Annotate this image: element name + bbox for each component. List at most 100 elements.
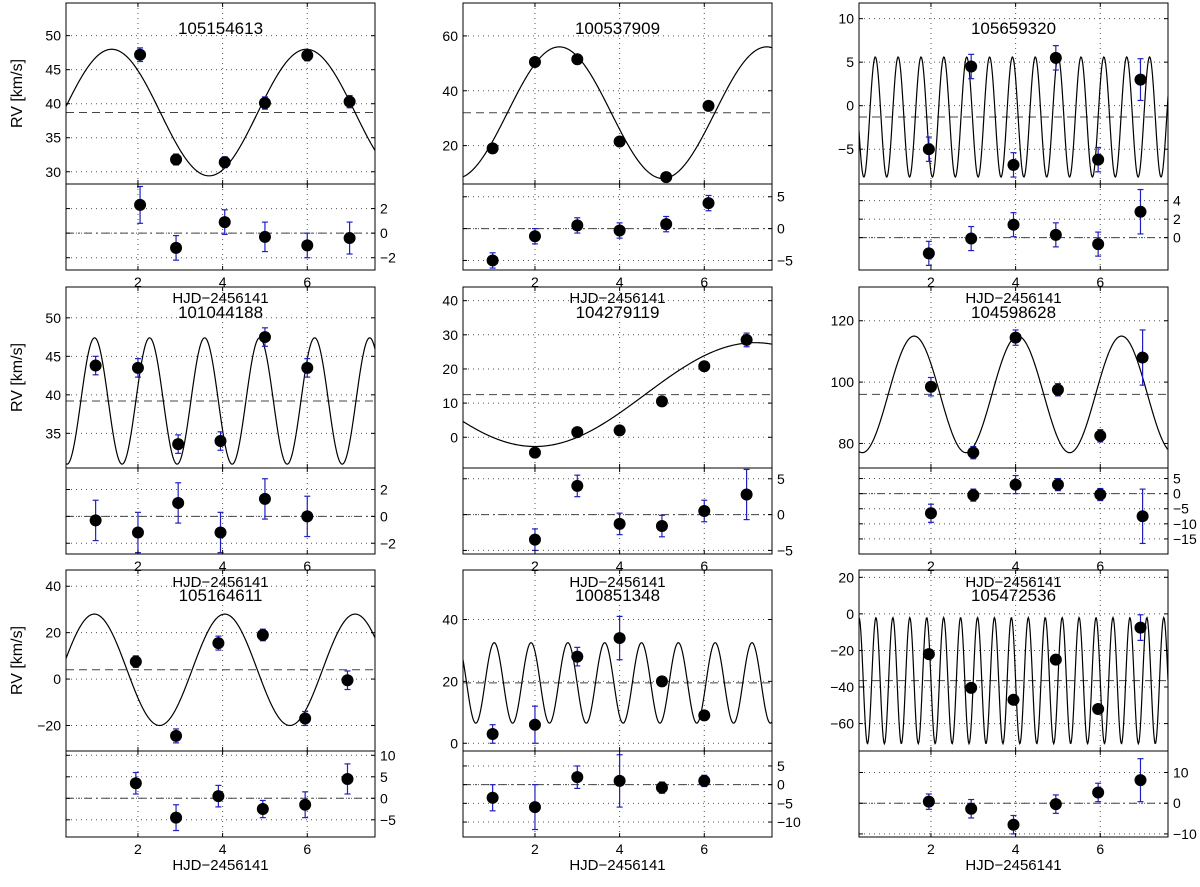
y-tick-label: 60 <box>442 28 458 44</box>
x-tick-label: 2 <box>531 558 539 574</box>
fit-curve <box>463 342 772 448</box>
x-tick-label: 4 <box>1012 274 1020 290</box>
rv-point <box>170 153 183 166</box>
rv-point <box>924 380 937 393</box>
panel-title: 100851348 <box>575 586 660 605</box>
rv-point <box>1051 383 1064 396</box>
x-tick-label: 2 <box>927 558 935 574</box>
x-tick-label: 6 <box>303 841 311 857</box>
y-tick-label: 80 <box>838 435 854 451</box>
x-axis-label: HJD−2456141 <box>172 574 268 591</box>
resid-y-tick-label: −5 <box>777 542 793 558</box>
resid-y-tick-label: 0 <box>777 221 785 237</box>
resid-axes-frame <box>462 183 773 271</box>
resid-point <box>170 241 183 254</box>
rv-point <box>1049 51 1062 64</box>
y-tick-label: 30 <box>442 327 458 343</box>
y-axis-label: RV [km/s] <box>9 626 26 695</box>
x-axis-label: HJD−2456141 <box>569 574 665 591</box>
resid-point <box>486 791 499 804</box>
x-tick-label: 6 <box>1096 558 1104 574</box>
rv-point <box>965 681 978 694</box>
resid-point <box>1049 228 1062 241</box>
resid-point <box>965 232 978 245</box>
resid-y-tick-label: 0 <box>1173 230 1181 246</box>
rv-point <box>655 675 668 688</box>
rv-point <box>965 60 978 73</box>
resid-point <box>660 218 673 231</box>
rv-point <box>571 426 584 439</box>
panel-105659320: 2 4 6 −5 0 5 10 0 2 4 105659320 HJD−2456141 <box>838 2 1181 307</box>
resid-y-tick-label: 0 <box>380 225 388 241</box>
x-tick-label: 4 <box>616 841 624 857</box>
rv-point <box>528 446 541 459</box>
rv-point <box>214 435 227 448</box>
resid-point <box>1134 205 1147 218</box>
resid-point <box>1051 478 1064 491</box>
rv-point <box>571 650 584 663</box>
resid-y-tick-label: 0 <box>1173 795 1181 811</box>
resid-axes-frame <box>858 183 1169 271</box>
rv-point <box>258 97 271 110</box>
x-tick-label: 6 <box>1096 841 1104 857</box>
resid-point <box>528 533 541 546</box>
panel-title: 105472536 <box>971 586 1056 605</box>
rv-point <box>1134 621 1147 634</box>
rv-point <box>1134 73 1147 86</box>
resid-y-tick-label: 10 <box>1173 765 1189 781</box>
x-tick-label: 6 <box>303 274 311 290</box>
resid-point <box>343 232 356 245</box>
resid-point <box>1009 478 1022 491</box>
rv-point <box>922 648 935 661</box>
resid-point <box>965 802 978 815</box>
resid-point <box>702 197 715 210</box>
resid-y-tick-label: 5 <box>380 769 388 785</box>
x-axis-label: HJD−2456141 <box>569 290 665 307</box>
resid-point <box>1049 798 1062 811</box>
resid-y-tick-label: −10 <box>1173 826 1197 842</box>
panel-104598628: 2 4 680100120−15−10−505104598628HJD−245614… <box>831 286 1197 591</box>
rv-point <box>134 48 147 61</box>
resid-axes-frame <box>462 750 773 838</box>
y-axis-label: RV [km/s] <box>9 343 26 412</box>
rv-point <box>740 333 753 346</box>
resid-y-tick-label: −10 <box>777 814 801 830</box>
rv-point <box>702 99 715 112</box>
y-tick-label: −60 <box>830 716 854 732</box>
y-tick-label: 100 <box>831 374 855 390</box>
x-tick-label: 2 <box>134 841 142 857</box>
rv-point <box>89 359 102 372</box>
rv-point <box>218 156 231 169</box>
y-tick-label: 0 <box>450 735 458 751</box>
x-tick-label: 6 <box>303 558 311 574</box>
x-tick-label: 4 <box>1012 558 1020 574</box>
y-tick-label: 50 <box>45 310 61 326</box>
resid-point <box>1094 488 1107 501</box>
resid-y-tick-label: −5 <box>1173 501 1189 517</box>
x-axis-label: HJD−2456141 <box>965 857 1061 874</box>
resid-point <box>256 803 269 816</box>
resid-y-tick-label: 2 <box>380 482 388 498</box>
resid-point <box>341 772 354 785</box>
fit-curve <box>463 46 772 180</box>
resid-point <box>1092 786 1105 799</box>
x-tick-label: 6 <box>700 558 708 574</box>
resid-point <box>299 798 312 811</box>
rv-point <box>1136 351 1149 364</box>
y-tick-label: −20 <box>830 642 854 658</box>
resid-point <box>129 777 142 790</box>
x-tick-label: 6 <box>700 274 708 290</box>
x-tick-label: 2 <box>134 558 142 574</box>
resid-y-tick-label: −10 <box>1173 516 1197 532</box>
resid-point <box>301 510 314 523</box>
fit-curve <box>463 642 772 724</box>
resid-point <box>1092 238 1105 251</box>
rv-point <box>256 628 269 641</box>
y-tick-label: 5 <box>846 54 854 70</box>
resid-axes-frame <box>462 467 773 555</box>
x-axis-label: HJD−2456141 <box>172 290 268 307</box>
resid-point <box>1134 774 1147 787</box>
resid-y-tick-label: −5 <box>777 795 793 811</box>
rv-point <box>1049 653 1062 666</box>
